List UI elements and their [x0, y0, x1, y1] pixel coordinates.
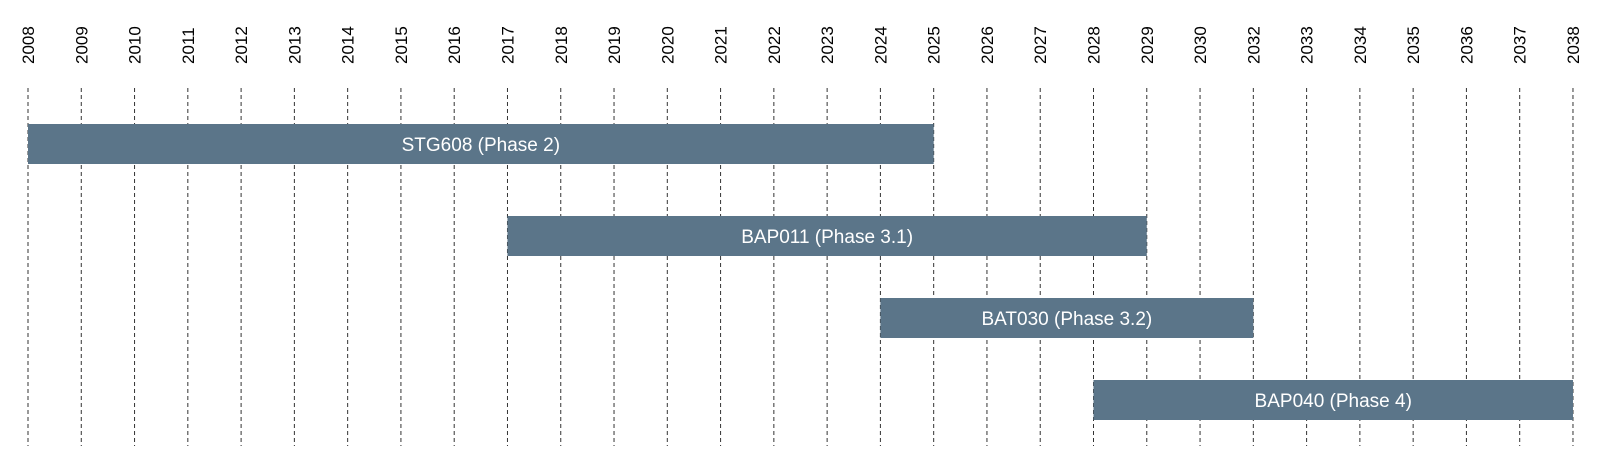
phase-bar-group: STG608 (Phase 2)	[28, 124, 934, 164]
phase-bar-label: BAT030 (Phase 3.2)	[981, 309, 1152, 330]
phase-bar	[880, 298, 1254, 338]
tick-label-2027: 2027	[1031, 26, 1050, 64]
tick-label-2033: 2033	[1298, 26, 1317, 64]
phase-bar-group: BAP040 (Phase 4)	[1093, 380, 1573, 420]
tick-label-2034: 2034	[1351, 26, 1370, 64]
tick-label-2038: 2038	[1564, 26, 1583, 64]
tick-label-2014: 2014	[339, 26, 358, 64]
phase-bar	[28, 124, 934, 164]
year-tick-labels: 2008 2009 2010 2011 2012 2013 2014 2015 2016 2017…	[19, 26, 1583, 64]
tick-label-2022: 2022	[765, 26, 784, 64]
tick-label-2013: 2013	[285, 26, 304, 64]
tick-label-2035: 2035	[1404, 26, 1423, 64]
tick-label-2017: 2017	[498, 26, 517, 64]
tick-label-2018: 2018	[552, 26, 571, 64]
tick-label-2024: 2024	[871, 26, 890, 64]
tick-label-2019: 2019	[605, 26, 624, 64]
phase-bar-group: BAP011 (Phase 3.1)	[507, 216, 1147, 256]
phase-bar	[1093, 380, 1573, 420]
tick-label-2023: 2023	[818, 26, 837, 64]
tick-label-2036: 2036	[1457, 26, 1476, 64]
tick-label-2020: 2020	[658, 26, 677, 64]
tick-label-2028: 2028	[1085, 26, 1104, 64]
tick-label-2010: 2010	[126, 26, 145, 64]
tick-label-2021: 2021	[712, 26, 731, 64]
phase-bars: STG608 (Phase 2) BAP011 (Phase 3.1) BAT030…	[28, 124, 1573, 420]
tick-label-2032: 2032	[1244, 26, 1263, 64]
phase-bar-label: STG608 (Phase 2)	[402, 135, 560, 156]
phase-bar-group: BAT030 (Phase 3.2)	[880, 298, 1254, 338]
tick-label-2015: 2015	[392, 26, 411, 64]
tick-label-2029: 2029	[1138, 26, 1157, 64]
phase-bar-label: BAP040 (Phase 4)	[1255, 391, 1412, 412]
tick-label-2030: 2030	[1191, 26, 1210, 64]
tick-label-2012: 2012	[232, 26, 251, 64]
tick-label-2009: 2009	[72, 26, 91, 64]
tick-label-2026: 2026	[978, 26, 997, 64]
tick-label-2011: 2011	[179, 27, 198, 64]
tick-label-2025: 2025	[925, 26, 944, 64]
tick-label-2016: 2016	[445, 26, 464, 64]
tick-label-2008: 2008	[19, 26, 38, 64]
tick-label-2037: 2037	[1511, 26, 1530, 64]
phase-bar	[507, 216, 1147, 256]
phase-bar-label: BAP011 (Phase 3.1)	[741, 227, 913, 248]
